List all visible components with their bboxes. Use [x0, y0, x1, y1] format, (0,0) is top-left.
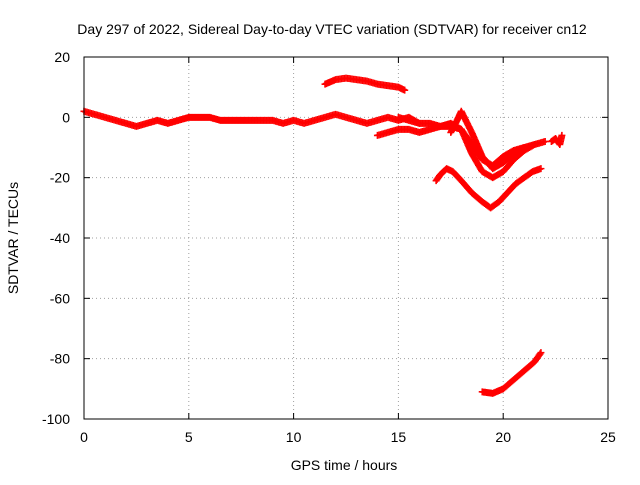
- data-series: [80, 74, 566, 397]
- x-tick-label: 10: [286, 429, 302, 445]
- x-tick-label: 5: [185, 429, 193, 445]
- x-tick-label: 0: [80, 429, 88, 445]
- data-point-marker: [537, 165, 545, 173]
- series-track-deep: [478, 349, 545, 397]
- x-axis-label: GPS time / hours: [291, 457, 398, 473]
- series-track-upper: [321, 74, 409, 94]
- x-tick-label: 25: [600, 429, 616, 445]
- y-tick-label: 20: [54, 49, 70, 65]
- data-point-marker: [536, 350, 544, 358]
- y-tick-label: -40: [50, 230, 70, 246]
- data-point-marker: [541, 137, 549, 145]
- x-tick-label: 15: [391, 429, 407, 445]
- series-track-lower-arc: [432, 165, 545, 212]
- series-track-end: [547, 131, 566, 148]
- series-track-branch-b: [394, 113, 539, 182]
- y-tick-label: 0: [62, 109, 70, 125]
- chart-title: Day 297 of 2022, Sidereal Day-to-day VTE…: [77, 21, 587, 37]
- data-point-marker: [401, 86, 409, 94]
- data-point-marker: [520, 144, 528, 151]
- data-point-marker: [558, 131, 566, 139]
- y-tick-label: -60: [50, 290, 70, 306]
- axis-ticks: 0 5 10 15 20 25 -100 -80 -60 -40 -20 0 20: [42, 49, 616, 445]
- series-track-branch-c: [447, 107, 528, 173]
- y-tick-label: -100: [42, 411, 70, 427]
- data-point-marker: [531, 140, 539, 148]
- y-axis-label: SDTVAR / TECUs: [5, 182, 21, 294]
- x-tick-label: 20: [495, 429, 511, 445]
- y-tick-label: -20: [50, 170, 70, 186]
- data-point-marker: [537, 349, 545, 357]
- y-tick-label: -80: [50, 351, 70, 367]
